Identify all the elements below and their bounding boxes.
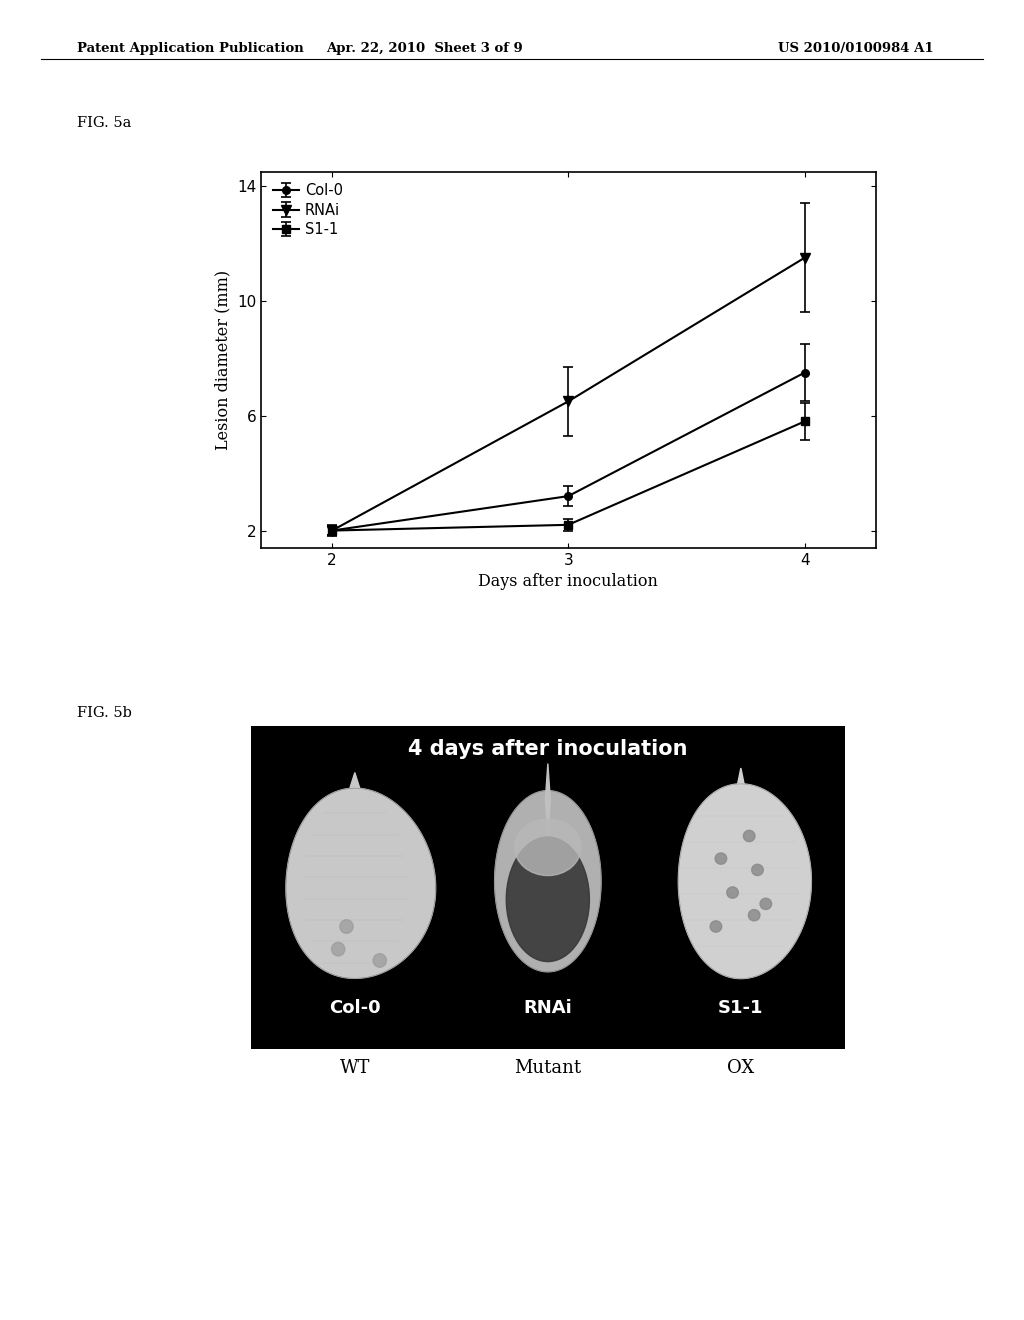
Text: US 2010/0100984 A1: US 2010/0100984 A1	[778, 42, 934, 55]
Ellipse shape	[749, 909, 760, 921]
Ellipse shape	[727, 887, 738, 898]
Ellipse shape	[373, 953, 386, 968]
Ellipse shape	[710, 921, 722, 932]
Polygon shape	[286, 788, 435, 978]
Ellipse shape	[715, 853, 727, 865]
Text: FIG. 5a: FIG. 5a	[77, 116, 131, 131]
Text: OX: OX	[727, 1059, 755, 1077]
X-axis label: Days after inoculation: Days after inoculation	[478, 573, 658, 590]
Ellipse shape	[743, 830, 755, 842]
Text: RNAi: RNAi	[523, 999, 572, 1018]
Ellipse shape	[506, 837, 590, 961]
Ellipse shape	[752, 865, 763, 875]
Legend: Col-0, RNAi, S1-1: Col-0, RNAi, S1-1	[267, 177, 349, 243]
Polygon shape	[678, 784, 811, 978]
Ellipse shape	[515, 818, 581, 875]
Text: Mutant: Mutant	[514, 1059, 582, 1077]
Text: FIG. 5b: FIG. 5b	[77, 706, 132, 721]
Text: Apr. 22, 2010  Sheet 3 of 9: Apr. 22, 2010 Sheet 3 of 9	[327, 42, 523, 55]
Ellipse shape	[332, 942, 345, 956]
Polygon shape	[546, 763, 550, 836]
Polygon shape	[736, 768, 745, 813]
Text: S1-1: S1-1	[718, 999, 764, 1018]
Ellipse shape	[760, 898, 772, 909]
Polygon shape	[350, 772, 359, 793]
Ellipse shape	[340, 920, 353, 933]
Text: 4 days after inoculation: 4 days after inoculation	[409, 739, 687, 759]
Y-axis label: Lesion diameter (mm): Lesion diameter (mm)	[214, 269, 231, 450]
Polygon shape	[495, 791, 601, 972]
Text: WT: WT	[340, 1059, 370, 1077]
Text: Patent Application Publication: Patent Application Publication	[77, 42, 303, 55]
Text: Col-0: Col-0	[329, 999, 381, 1018]
